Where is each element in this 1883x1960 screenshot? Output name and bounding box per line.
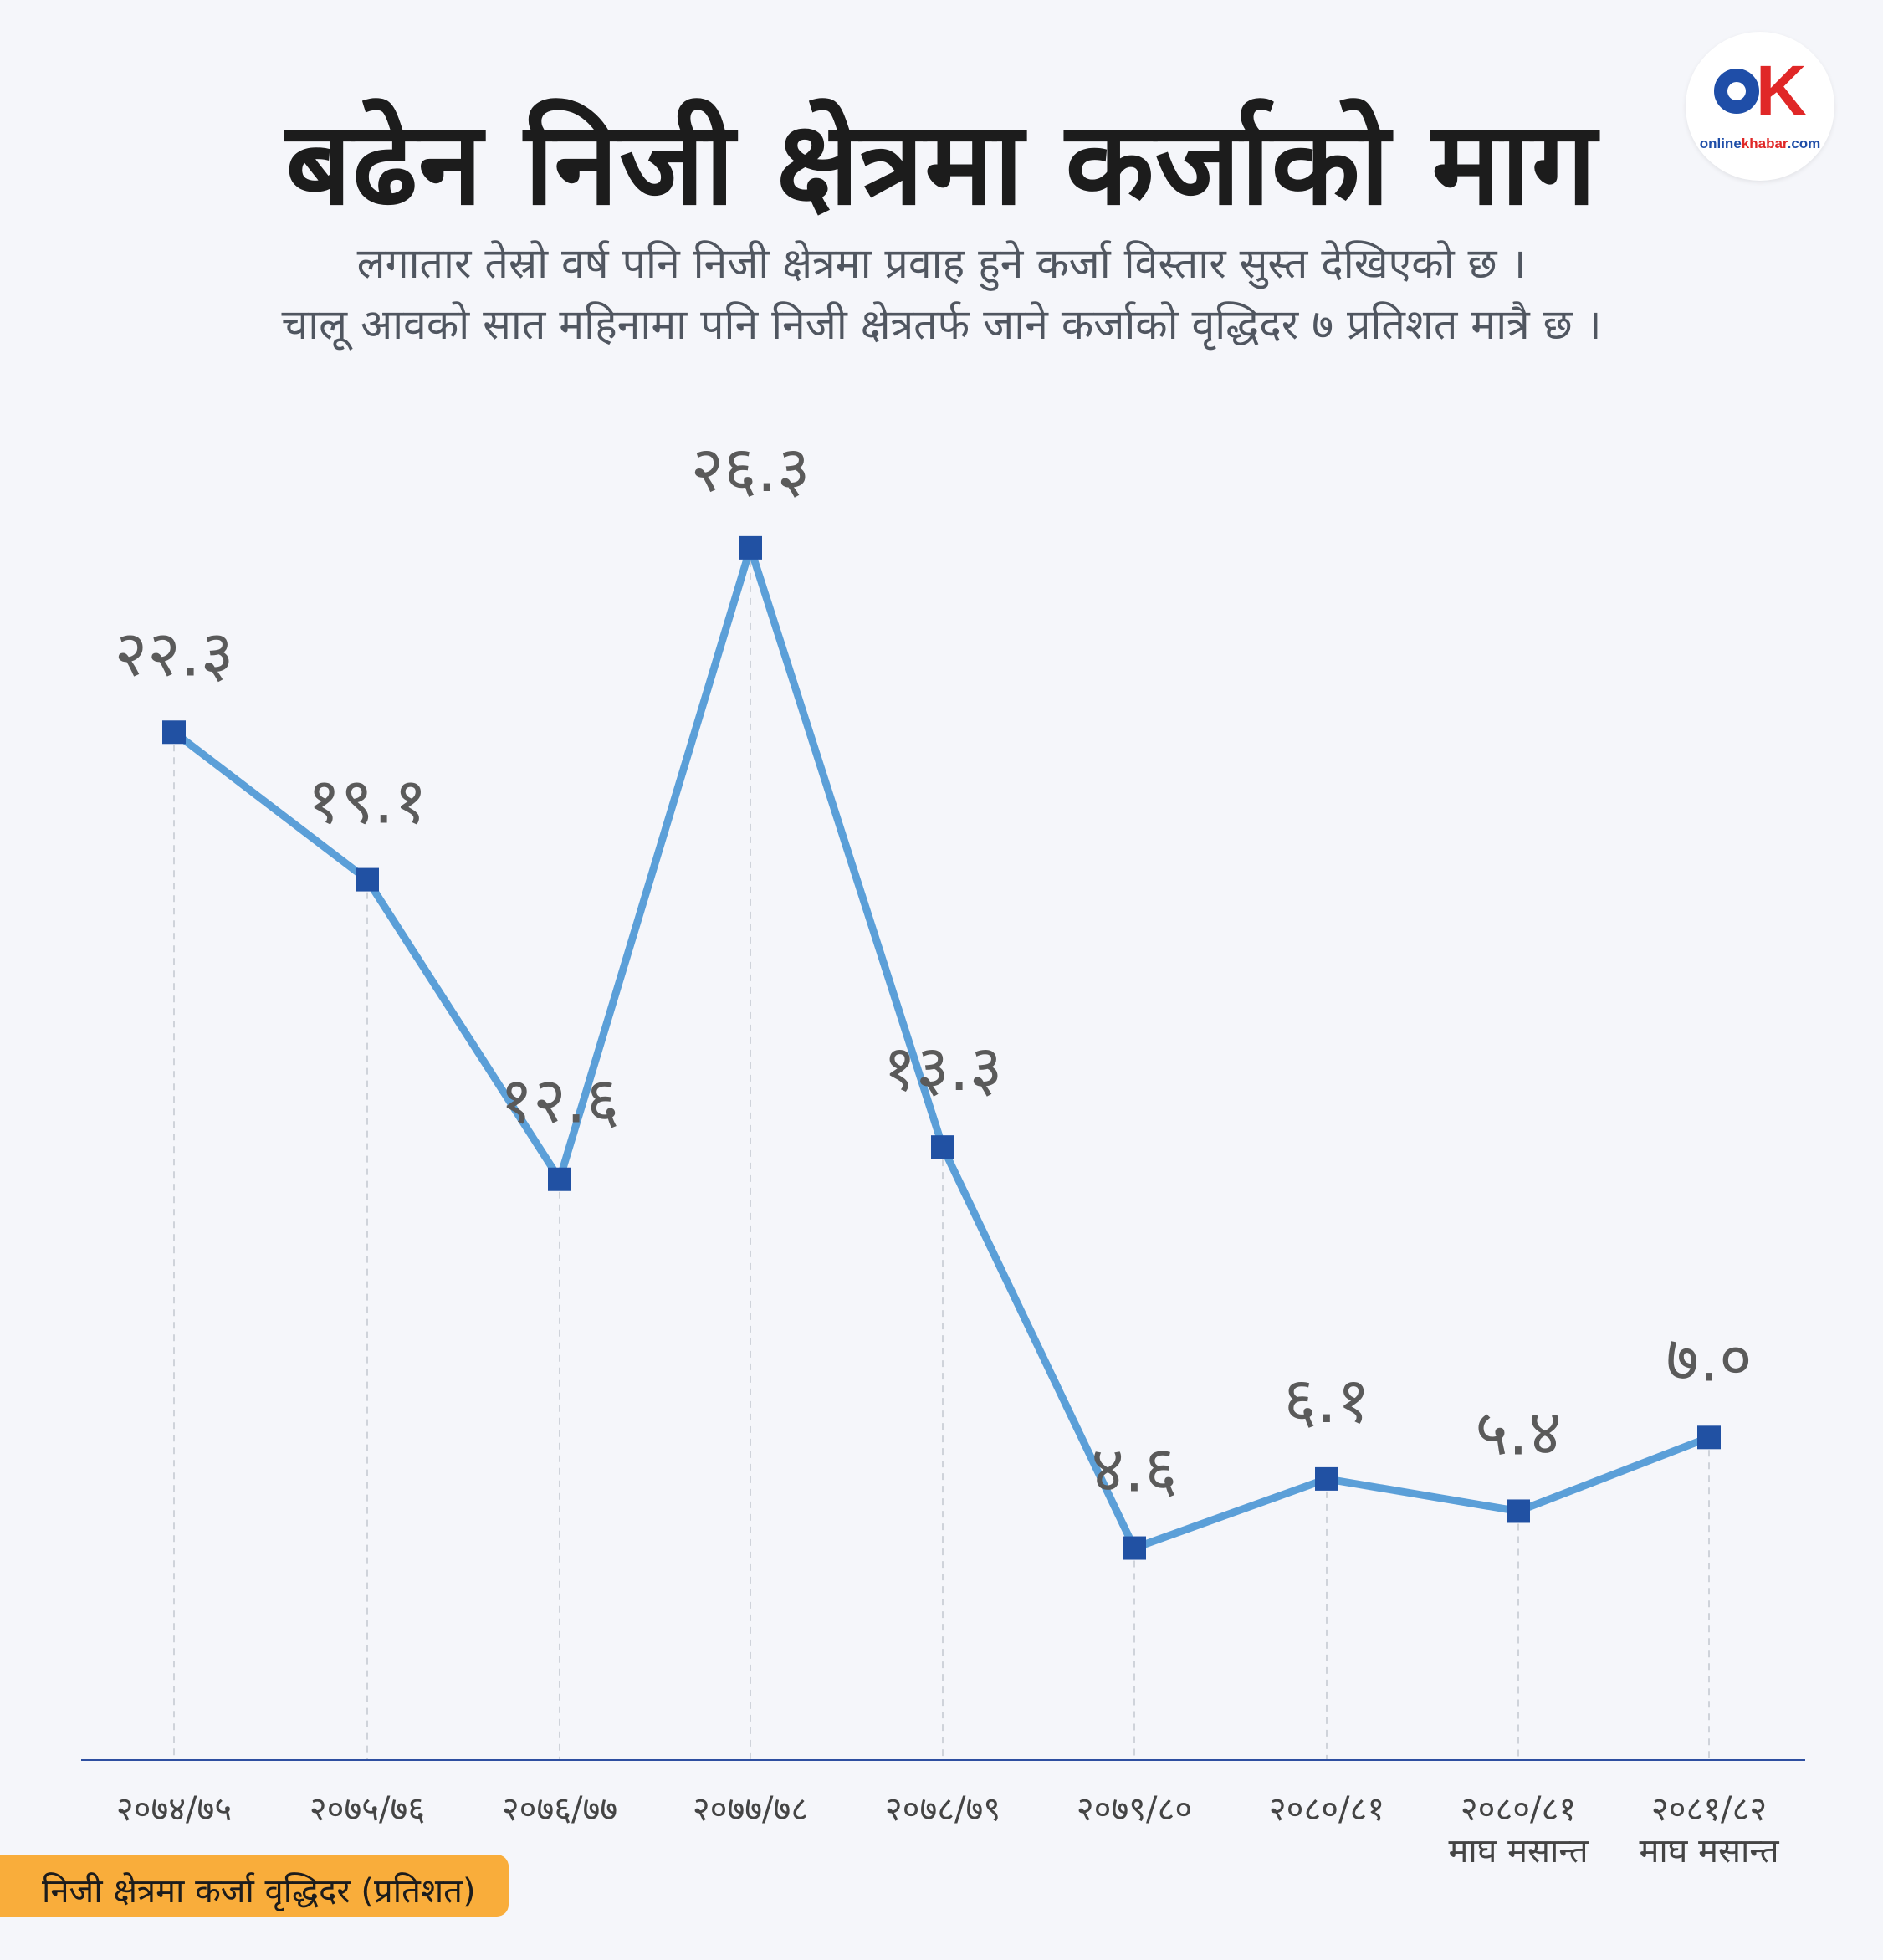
data-point	[1507, 1499, 1530, 1523]
data-label: ६.१	[1283, 1363, 1369, 1437]
data-label: ५.४	[1475, 1395, 1561, 1469]
data-label: २२.३	[115, 616, 234, 690]
x-tick-label: माघ मसान्त	[1448, 1832, 1589, 1870]
data-point	[1315, 1466, 1338, 1491]
data-point	[1697, 1425, 1721, 1450]
onlinekhabar-logo: K onlinekhabar.com	[1686, 32, 1834, 181]
data-point	[356, 867, 379, 892]
data-label: ७.०	[1666, 1321, 1752, 1395]
data-label: २६.३	[691, 432, 811, 506]
x-tick-label: २०७४/७५	[116, 1790, 232, 1829]
legend-label: निजी क्षेत्रमा कर्जा वृद्धिदर (प्रतिशत)	[42, 1872, 476, 1911]
chart-subtitle-line-2: चालू आवको सात महिनामा पनि निजी क्षेत्रतर…	[281, 300, 1602, 349]
chart-title: बढेन निजी क्षेत्रमा कर्जाको माग	[285, 96, 1598, 231]
x-tick-label: २०७८/७९	[885, 1790, 1000, 1829]
x-tick-label: २०७९/८०	[1077, 1790, 1192, 1829]
logo-o-mark-icon	[1714, 69, 1759, 114]
data-label: १९.१	[308, 764, 427, 838]
x-tick-label: २०७६/७७	[502, 1790, 617, 1829]
logo-k-mark-icon: K	[1756, 51, 1807, 130]
x-tick-label: माघ मसान्त	[1639, 1832, 1779, 1870]
legend: निजी क्षेत्रमा कर्जा वृद्धिदर (प्रतिशत)	[0, 1855, 509, 1917]
x-tick-label: २०८०/८१	[1461, 1790, 1576, 1829]
logo-wordmark: onlinekhabar.com	[1699, 136, 1821, 151]
data-point	[548, 1167, 571, 1191]
data-point	[739, 535, 762, 560]
data-label: १२.६	[500, 1063, 620, 1138]
data-label: ४.६	[1091, 1432, 1177, 1507]
data-label: १३.३	[883, 1031, 1003, 1105]
chart-subtitle-line-1: लगातार तेस्रो वर्ष पनि निजी क्षेत्रमा प्…	[356, 239, 1527, 288]
data-point	[931, 1135, 954, 1159]
x-tick-label: २०८१/८२	[1651, 1790, 1767, 1829]
x-tick-label: २०७७/७८	[693, 1790, 808, 1829]
x-tick-label: २०८०/८१	[1269, 1790, 1384, 1829]
data-point	[162, 720, 186, 745]
data-point	[1123, 1536, 1146, 1560]
x-tick-label: २०७५/७६	[310, 1790, 425, 1829]
